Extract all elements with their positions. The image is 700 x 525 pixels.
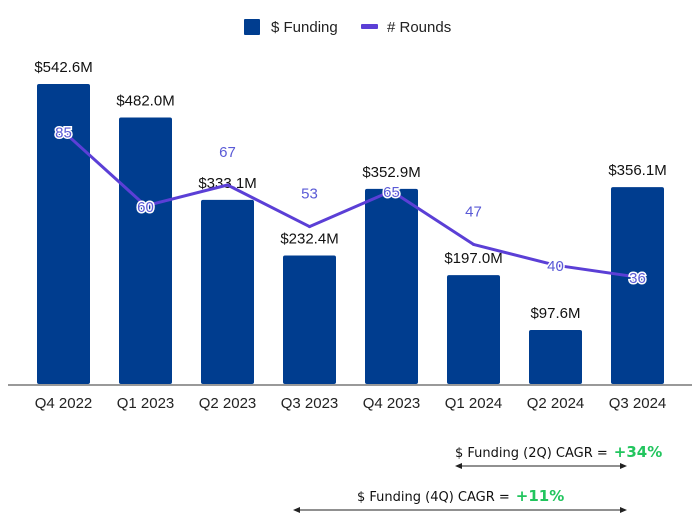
cagr-4q-arrowhead-left — [293, 507, 300, 513]
cagr-2q-arrowhead-left — [455, 463, 462, 469]
bar-value-label: $352.9M — [362, 164, 420, 181]
bars-group — [37, 84, 664, 385]
cagr-2q-label: $ Funding (2Q) CAGR = — [455, 446, 608, 461]
bar-7 — [611, 187, 664, 384]
cagr-arrows — [293, 463, 627, 513]
bar-6 — [529, 330, 582, 384]
cagr-2q-arrowhead-right — [620, 463, 627, 469]
rounds-line — [62, 130, 638, 279]
bar-labels: $542.6M$482.0M$333.1M$232.4M$352.9M$197.… — [33, 58, 668, 324]
rounds-point — [390, 189, 393, 193]
rounds-point — [144, 204, 147, 208]
rounds-value-label: 53 — [301, 186, 318, 203]
x-tick-label: Q2 2024 — [527, 395, 585, 412]
cagr-2q-value: +34% — [613, 443, 663, 461]
rounds-value-label: 36 — [629, 270, 646, 287]
cagr-4q-arrowhead-right — [620, 507, 627, 513]
rounds-point — [472, 242, 475, 246]
rounds-value-label: 60 — [137, 199, 154, 216]
rounds-point — [554, 263, 557, 267]
rounds-point — [62, 130, 65, 134]
x-tick-label: Q3 2024 — [609, 395, 667, 412]
cagr-2q-annotation: $ Funding (2Q) CAGR = +34% — [455, 443, 662, 461]
x-tick-label: Q1 2023 — [117, 395, 175, 412]
bar-2 — [201, 199, 254, 384]
cagr-4q-label: $ Funding (4Q) CAGR = — [357, 490, 510, 505]
rounds-point — [636, 275, 639, 279]
rounds-value-label: 85 — [55, 125, 72, 142]
rounds-value-label: 65 — [383, 184, 400, 201]
bar-value-label: $542.6M — [34, 59, 92, 76]
bar-value-label: $232.4M — [280, 231, 338, 248]
x-tick-label: Q3 2023 — [281, 395, 339, 412]
bar-value-label: $482.0M — [116, 93, 174, 110]
bar-3 — [283, 255, 336, 384]
x-tick-labels: Q4 2022 Q1 2023 Q2 2023 Q3 2023 Q4 2023 Q1 20… — [35, 395, 667, 412]
rounds-line-group: 85 60 67 53 65 47 40 36 — [54, 123, 648, 289]
cagr-4q-annotation: $ Funding (4Q) CAGR = +11% — [357, 487, 564, 505]
rounds-value-label: 67 — [219, 144, 236, 161]
legend-funding-label: $ Funding — [271, 19, 338, 36]
x-tick-label: Q2 2023 — [199, 395, 257, 412]
bar-value-label: $197.0M — [444, 250, 502, 267]
x-tick-label: Q4 2022 — [35, 395, 93, 412]
bar-4 — [365, 188, 418, 384]
cagr-4q-value: +11% — [515, 487, 565, 505]
x-tick-label: Q4 2023 — [363, 395, 421, 412]
rounds-value-label: 47 — [465, 203, 482, 220]
bar-1 — [119, 117, 172, 385]
x-tick-label: Q1 2024 — [445, 395, 503, 412]
bar-0 — [37, 84, 90, 384]
rounds-value-label: 40 — [547, 258, 564, 275]
rounds-point — [308, 225, 311, 229]
legend: $ Funding # Rounds — [244, 19, 451, 36]
legend-rounds-label: # Rounds — [387, 19, 451, 36]
bar-value-label: $356.1M — [608, 162, 666, 179]
bar-5 — [447, 275, 500, 384]
rounds-point — [226, 183, 229, 187]
legend-rounds-swatch — [361, 24, 378, 29]
legend-funding-swatch — [244, 19, 260, 35]
bar-value-label: $97.6M — [530, 305, 580, 322]
